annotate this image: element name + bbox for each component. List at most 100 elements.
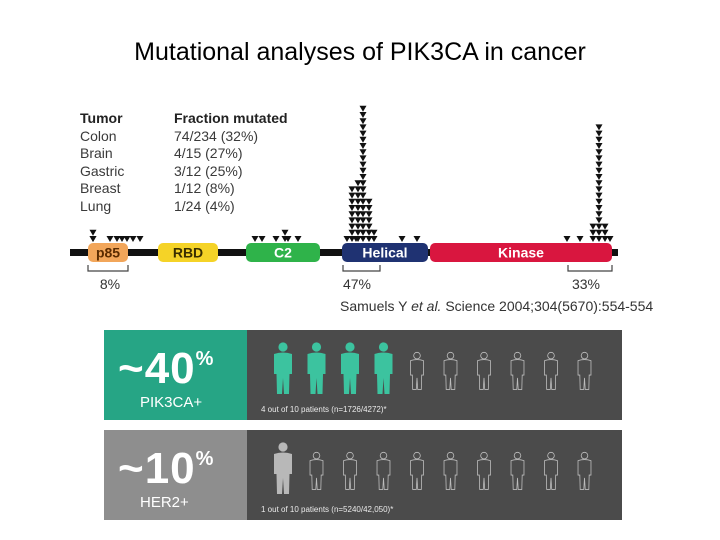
- tumor-name: Breast: [80, 180, 121, 197]
- mutation-marker: [359, 192, 367, 199]
- mutation-marker: [354, 217, 362, 224]
- mutation-marker: [359, 136, 367, 143]
- mutation-marker: [413, 236, 421, 242]
- fraction-header: Fraction mutated: [174, 110, 288, 126]
- mutation-marker: [595, 136, 603, 143]
- mutation-marker: [89, 229, 97, 236]
- fraction-value: 1/24 (4%): [174, 197, 235, 214]
- mutation-marker: [354, 192, 362, 199]
- mutation-marker: [595, 217, 603, 224]
- region-percent: 47%: [343, 276, 371, 292]
- fraction-value: 1/12 (8%): [174, 180, 235, 197]
- mutation-marker: [89, 236, 97, 242]
- her2-percentage: ~10%: [118, 444, 214, 494]
- mutation-marker: [136, 236, 144, 242]
- mutation-marker: [398, 236, 406, 242]
- her2-panel: ~10% HER2+ 1 out of 10 patients (n=5240/…: [104, 430, 622, 520]
- domain-label: p85: [96, 245, 120, 261]
- mutation-marker: [359, 180, 367, 187]
- mutation-marker: [348, 229, 356, 236]
- mutation-marker: [595, 143, 603, 149]
- mutation-marker: [343, 236, 351, 242]
- pik3ca-pct-value: ~40: [118, 344, 196, 393]
- mutation-marker: [348, 236, 356, 242]
- mutation-marker: [359, 130, 367, 137]
- patient-icon: [374, 342, 393, 394]
- citation: Samuels Y et al. Science 2004;304(5670):…: [340, 298, 653, 314]
- patient-icon: [274, 342, 292, 394]
- patient-icon: [443, 351, 458, 390]
- mutation-marker: [365, 211, 373, 218]
- mutation-marker: [595, 161, 603, 168]
- patient-icon: [410, 451, 424, 490]
- tumor-name: Lung: [80, 197, 112, 214]
- domain-label: Helical: [362, 245, 407, 261]
- domain-label: C2: [274, 245, 292, 261]
- mutation-marker: [365, 205, 373, 211]
- patient-icon: [477, 451, 491, 490]
- mutation-marker: [595, 186, 603, 193]
- mutation-marker: [359, 223, 367, 230]
- patient-icon: [341, 342, 359, 394]
- mutation-marker: [359, 186, 367, 193]
- her2-summary: ~10% HER2+: [104, 430, 247, 520]
- mutation-marker: [118, 236, 126, 242]
- patient-icon: [274, 442, 292, 494]
- patient-icon: [544, 451, 558, 490]
- mutation-marker: [365, 217, 373, 224]
- pik3ca-panel: ~40% PIK3CA+ 4 out of 10 patients (n=172…: [104, 330, 622, 420]
- patient-icon: [343, 451, 357, 490]
- mutation-marker: [359, 118, 367, 125]
- domain-helical: [342, 243, 428, 262]
- mutation-marker: [595, 198, 603, 205]
- mutation-marker: [354, 229, 362, 236]
- mutation-marker: [595, 174, 603, 180]
- mutation-marker: [258, 236, 266, 242]
- mutation-marker: [606, 236, 614, 242]
- mutation-marker: [354, 211, 362, 218]
- domain-kinase: [430, 243, 612, 262]
- mutation-marker: [129, 236, 137, 242]
- mutation-marker: [589, 229, 597, 236]
- mutation-marker: [359, 217, 367, 224]
- mutation-marker: [589, 223, 597, 230]
- mutation-marker: [348, 205, 356, 211]
- region-bracket: [567, 265, 613, 272]
- mutation-marker: [595, 223, 603, 230]
- region-bracket: [87, 265, 129, 272]
- mutation-marker: [354, 205, 362, 211]
- patient-icon: [544, 351, 558, 390]
- mutation-marker: [595, 211, 603, 218]
- mutation-marker: [251, 236, 259, 242]
- mutation-marker: [601, 236, 609, 242]
- mutation-marker: [359, 167, 367, 174]
- patient-icon: [477, 351, 491, 390]
- domain-layer: p85 RBD C2 Helical Kinase: [88, 243, 612, 262]
- mutation-marker: [595, 149, 603, 156]
- patient-icon-row: [274, 442, 592, 494]
- her2-pct-value: ~10: [118, 444, 196, 493]
- her2-pct-sign: %: [195, 448, 215, 470]
- mutation-marker: [365, 198, 373, 205]
- mutation-marker: [595, 167, 603, 174]
- mutation-marker: [359, 205, 367, 211]
- patient-icon: [510, 351, 525, 390]
- mutation-marker: [354, 236, 362, 242]
- tumor-header: Tumor: [80, 110, 123, 126]
- patient-icon: [443, 451, 458, 490]
- pik3ca-summary: ~40% PIK3CA+: [104, 330, 247, 420]
- mutation-marker: [123, 236, 131, 242]
- domain-c2: [246, 243, 320, 262]
- mutation-marker: [595, 192, 603, 199]
- mutation-marker: [281, 229, 289, 236]
- mutation-marker: [359, 105, 367, 112]
- mutation-marker: [359, 229, 367, 236]
- mutation-marker: [365, 236, 373, 242]
- mutation-marker: [601, 223, 609, 230]
- mutation-markers: [89, 105, 614, 242]
- mutation-marker: [113, 236, 121, 242]
- mutation-marker: [365, 223, 373, 230]
- pik3ca-patient-figures: 4 out of 10 patients (n=1726/4272)*: [247, 330, 622, 420]
- mutation-marker: [359, 124, 367, 131]
- mutation-marker: [348, 192, 356, 199]
